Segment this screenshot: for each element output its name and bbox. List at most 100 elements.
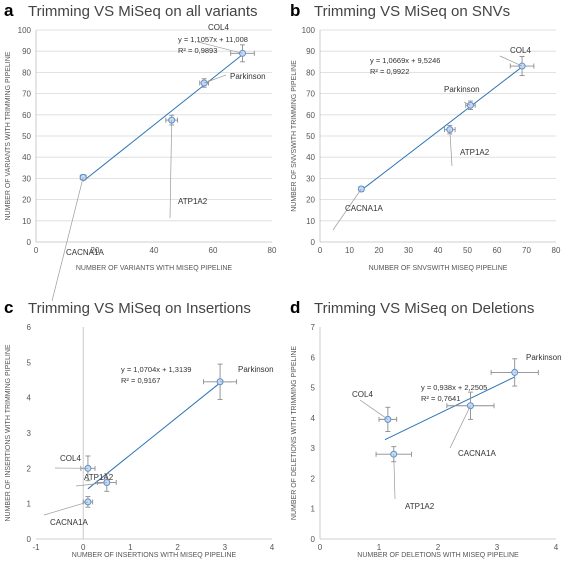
chart-title: Trimming VS MiSeq on Insertions [28, 300, 251, 317]
y-tick-label: 70 [22, 90, 31, 99]
y-tick-label: 20 [22, 196, 31, 205]
panel-letter: b [290, 1, 300, 20]
y-tick-label: 0 [311, 238, 316, 247]
x-tick-label: 0 [34, 246, 39, 255]
data-label: ATP1A2 [460, 148, 490, 157]
trend-r-squared: R² = 0,9167 [121, 376, 160, 385]
x-tick-label: 0 [81, 543, 86, 552]
data-label: Parkinson [230, 72, 266, 81]
label-leader-line [43, 501, 89, 516]
y-tick-label: 70 [306, 90, 315, 99]
x-axis-label: NUMBER OF VARIANTS WITH MISEQ PIPELINE [76, 265, 233, 272]
chart-panel-a: a Trimming VS MiSeq on all variants 0 20 40 6… [4, 1, 277, 302]
label-leader-line [51, 177, 84, 302]
label-leader-line [393, 454, 396, 500]
data-label: ATP1A2 [178, 197, 208, 206]
x-tick-label: 4 [554, 543, 559, 552]
y-axis-label: NUMBER OF VARIANTS WITH TRIMMING PIPELIN… [5, 51, 12, 220]
data-label: ATP1A2 [405, 502, 435, 511]
data-label: Parkinson [238, 365, 274, 374]
panel-letter: c [4, 298, 13, 317]
x-tick-label: 0 [318, 543, 323, 552]
y-tick-label: 40 [22, 153, 31, 162]
trend-equation: y = 1,0704x + 1,3139 [121, 365, 191, 374]
x-axis-label: NUMBER OF SNVSWITH MISEQ PIPELINE [369, 265, 508, 272]
x-tick-label: 10 [345, 246, 354, 255]
label-leader-line [332, 188, 362, 231]
x-tick-label: 1 [377, 543, 382, 552]
x-tick-label: 40 [434, 246, 443, 255]
x-tick-label: 3 [495, 543, 500, 552]
y-tick-label: 60 [22, 111, 31, 120]
y-tick-label: 40 [306, 153, 315, 162]
x-tick-label: 3 [223, 543, 228, 552]
y-tick-label: 6 [27, 323, 32, 332]
y-tick-label: 60 [306, 111, 315, 120]
x-tick-label: 70 [522, 246, 531, 255]
x-tick-label: 20 [375, 246, 384, 255]
x-tick-label: 4 [270, 543, 275, 552]
data-label: Parkinson [526, 353, 562, 362]
data-label: CACNA1A [66, 248, 104, 257]
data-label: CACNA1A [50, 518, 88, 527]
y-tick-label: 90 [22, 47, 31, 56]
y-tick-label: 1 [311, 505, 316, 514]
trendline [82, 54, 243, 182]
data-label: COL4 [208, 23, 229, 32]
y-tick-label: 0 [27, 238, 32, 247]
x-tick-label: 0 [318, 246, 323, 255]
data-label: COL4 [60, 454, 81, 463]
x-tick-label: -1 [32, 543, 40, 552]
chart-title: Trimming VS MiSeq on Deletions [314, 300, 534, 317]
x-axis-label: NUMBER OF DELETIONS WITH MISEQ PIPELINE [357, 552, 519, 559]
trend-r-squared: R² = 0,7641 [421, 394, 460, 403]
trendline [359, 66, 523, 192]
x-tick-label: 30 [404, 246, 413, 255]
y-tick-label: 1 [27, 500, 32, 509]
y-tick-label: 3 [311, 444, 316, 453]
y-tick-label: 2 [311, 474, 316, 483]
label-leader-line [359, 399, 389, 420]
y-tick-label: 80 [22, 68, 31, 77]
data-label: COL4 [352, 390, 373, 399]
chart-title: Trimming VS MiSeq on SNVs [314, 3, 510, 20]
y-tick-label: 0 [311, 535, 316, 544]
y-tick-label: 50 [306, 132, 315, 141]
x-tick-label: 60 [493, 246, 502, 255]
trend-equation: y = 1,1057x + 11,008 [178, 35, 248, 44]
chart-panel-c: c Trimming VS MiSeq on Insertions-1 0 1 2 3 40… [4, 298, 275, 559]
x-tick-label: 60 [209, 246, 218, 255]
y-axis-label: NUMBER OF DELETIONS WITH TRIMMING PIPELI… [291, 346, 298, 520]
data-label: ATP1A2 [84, 473, 114, 482]
y-tick-label: 20 [306, 196, 315, 205]
x-tick-label: 40 [150, 246, 159, 255]
y-tick-label: 30 [22, 174, 31, 183]
y-tick-label: 90 [306, 47, 315, 56]
y-tick-label: 80 [306, 68, 315, 77]
data-label: CACNA1A [345, 204, 383, 213]
y-tick-label: 30 [306, 174, 315, 183]
x-tick-label: 2 [175, 543, 180, 552]
y-tick-label: 2 [27, 464, 32, 473]
y-tick-label: 10 [306, 217, 315, 226]
x-tick-label: 50 [463, 246, 472, 255]
x-tick-label: 20 [91, 246, 100, 255]
y-tick-label: 50 [22, 132, 31, 141]
y-axis-label: NUMBER OF SNVSWITH TRIMMING PIPELINE [291, 60, 298, 212]
x-tick-label: 2 [436, 543, 441, 552]
x-axis-label: NUMBER OF INSERTIONS WITH MISEQ PIPELINE [72, 552, 237, 559]
x-tick-label: 80 [552, 246, 561, 255]
trend-r-squared: R² = 0,9922 [370, 67, 409, 76]
label-leader-line [449, 129, 453, 167]
y-tick-label: 4 [311, 414, 316, 423]
data-label: COL4 [510, 46, 531, 55]
trend-equation: y = 0,938x + 2,2505 [421, 383, 487, 392]
trendline [384, 376, 515, 441]
y-axis-label: NUMBER OF INSERTIONS WITH TRIMMING PIPEL… [5, 344, 12, 521]
y-tick-label: 100 [302, 26, 316, 35]
y-tick-label: 0 [27, 535, 32, 544]
panel-letter: a [4, 1, 14, 20]
y-tick-label: 3 [27, 429, 32, 438]
label-leader-line [197, 41, 243, 54]
